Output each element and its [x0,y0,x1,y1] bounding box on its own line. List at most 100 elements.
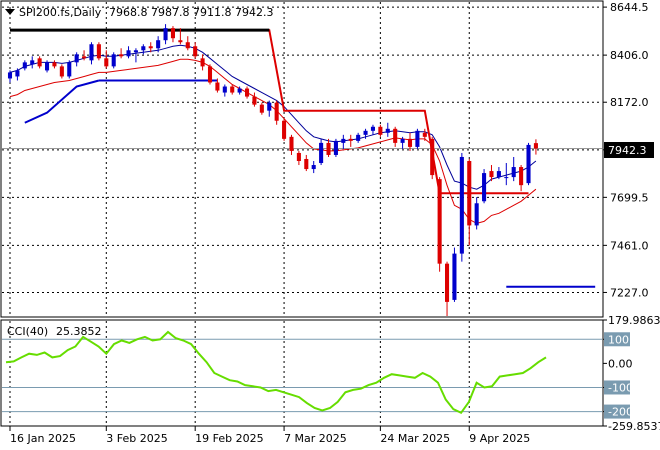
candle-body [274,102,279,121]
candle-body [393,128,398,143]
candle-body [296,152,301,161]
candle-body [67,62,72,77]
cci-level-badge [604,380,630,395]
candle-body [178,40,183,43]
cci-level-badge [604,332,630,347]
x-tick-label: 7 Mar 2025 [284,432,347,445]
candle-body [311,165,316,170]
candle-body [304,158,309,170]
cci-axis: 179.9863 100 0.00 -100 -200-259.8537 [603,314,660,433]
cci-y-tick-label: 100 [608,333,629,346]
candle-body [326,142,331,155]
candle-body [437,179,442,264]
candle-body [445,263,450,302]
y-tick-label: 8644.5 [610,1,649,14]
chart-title: SPI200.fs,Daily [19,6,102,19]
candle-body [82,56,87,59]
x-tick-label: 24 Mar 2025 [380,432,450,445]
candle-body [459,156,464,254]
candle-body [378,126,383,135]
candle-body [37,58,42,67]
candle-body [163,28,168,41]
x-tick-label: 19 Feb 2025 [195,432,263,445]
candle-body [400,138,405,143]
candle-body [111,54,116,67]
candle-body [207,66,213,83]
candle-body [348,138,353,141]
candle-body [30,60,35,65]
x-tick-label: 9 Apr 2025 [469,432,530,445]
y-tick-label: 7699.5 [610,191,649,204]
cci-line [5,330,547,415]
candle-body [422,132,427,137]
candle-body [519,167,524,186]
candle-body [533,143,538,149]
candle-body [156,40,161,49]
candle-body [59,66,64,77]
cci-grid [2,321,602,425]
y-tick-label: 8172.0 [610,96,649,109]
candle-body [415,130,420,147]
candle-body [370,126,375,131]
cci-panel: 179.9863 100 0.00 -100 -200-259.8537 CCI(40)… [0,314,660,433]
candle-body [385,128,390,133]
candle-body [96,44,101,59]
candle-body [511,167,516,178]
candle-body [482,173,487,202]
candle-body [245,88,250,97]
candle-body [496,171,501,178]
x-tick-label: 3 Feb 2025 [106,432,167,445]
candle-body [363,130,368,135]
cci-y-tick-label: -100 [608,381,633,394]
candle-body [289,136,294,151]
candle-body [185,42,190,49]
candle-body [74,54,79,63]
candle-body [193,46,198,57]
candle-body [215,82,220,91]
candle-body [170,28,175,39]
candles [7,24,538,316]
candle-body [467,161,472,226]
candle-body [333,140,338,155]
candle-body [259,104,264,113]
candle-body [430,138,435,176]
candle-body [489,171,494,178]
candle-body [504,177,509,179]
candle-body [126,50,131,57]
cci-series [5,330,547,415]
candle-body [133,50,138,53]
candle-body [45,62,50,71]
candle-body [252,96,257,105]
cci-y-tick-label: 0.00 [608,357,633,370]
candle-body [452,253,457,300]
candle-body [356,134,361,141]
cci-y-tick-label: 179.9863 [608,314,660,327]
candle-body [407,138,413,147]
cci-y-tick-label: -259.8537 [608,420,660,433]
candle-body [15,70,20,77]
collapse-triangle-icon[interactable] [5,9,15,15]
main-panel: 8644.5 8406.0 8172.0 7699.5 7461.0 7227.0 SPI… [0,0,654,318]
x-tick-label: 16 Jan 2025 [10,432,76,445]
cci-value: 25.3852 [56,325,102,338]
candle-body [222,86,227,93]
ohlc-label: 7968.8 7987.8 7911.8 7942.3 [109,6,273,19]
y-tick-label: 7227.0 [610,286,649,299]
main-overlays [2,28,602,288]
candle-body [200,58,205,67]
candle-body [104,58,109,67]
chart-title-group: SPI200.fs,Daily 7968.8 7987.8 7911.8 794… [5,6,273,19]
stop-line-blue-lead [24,79,100,124]
current-price-label: 7942.3 [608,144,647,157]
cci-level-badge [604,404,630,419]
y-tick-label: 7461.0 [610,239,649,252]
candle-body [52,62,57,67]
candle-body [526,144,531,184]
ma-red-line [9,58,537,224]
candle-body [282,120,287,139]
candle-body [119,54,124,57]
current-price-marker: 7942.3 [604,142,654,158]
candle-body [7,72,13,79]
candle-body [341,138,346,143]
candle-body [230,86,235,93]
